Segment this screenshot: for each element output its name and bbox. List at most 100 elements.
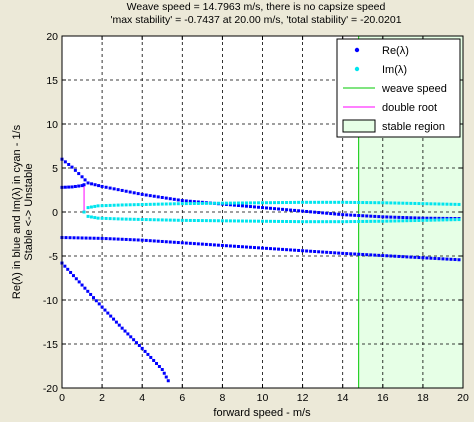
re-lambda-point	[256, 246, 260, 250]
re-lambda-point	[83, 286, 87, 290]
re-lambda-point	[429, 256, 433, 260]
x-tick-label: 16	[377, 392, 389, 404]
re-lambda-point	[114, 320, 118, 324]
re-lambda-point	[373, 214, 377, 218]
im-lambda-point	[305, 200, 309, 204]
x-tick-label: 18	[417, 392, 429, 404]
re-lambda-point	[124, 237, 128, 241]
im-lambda-point	[156, 202, 160, 206]
re-lambda-point	[164, 375, 168, 379]
im-lambda-point	[385, 201, 389, 205]
im-lambda-point	[188, 218, 192, 222]
im-lambda-point	[256, 201, 260, 205]
im-lambda-point	[417, 202, 421, 206]
re-lambda-point	[97, 184, 101, 188]
re-lambda-point	[305, 249, 309, 253]
re-lambda-point	[124, 189, 128, 193]
im-lambda-point	[353, 200, 357, 204]
im-lambda-point	[232, 219, 236, 223]
re-lambda-point	[285, 208, 289, 212]
y-tick-label: -15	[43, 339, 58, 351]
re-lambda-point	[69, 270, 73, 274]
im-lambda-point	[437, 218, 441, 222]
im-lambda-point	[309, 200, 313, 204]
im-lambda-point	[441, 202, 445, 206]
re-lambda-point	[84, 236, 88, 240]
x-tick-label: 6	[179, 392, 185, 404]
im-lambda-point	[184, 218, 188, 222]
re-lambda-point	[265, 246, 269, 250]
im-lambda-point	[160, 202, 164, 206]
im-lambda-point	[381, 219, 385, 223]
x-axis-label: forward speed - m/s	[213, 407, 311, 419]
re-lambda-point	[97, 302, 101, 306]
y-axis-label-group: Re(λ) in blue and Im(λ) in cyan - 1/s St…	[11, 124, 35, 299]
im-lambda-point	[86, 214, 90, 218]
im-lambda-point	[216, 201, 220, 205]
re-lambda-point	[329, 251, 333, 255]
im-lambda-point	[236, 201, 240, 205]
re-lambda-point	[148, 239, 152, 243]
im-lambda-point	[244, 219, 248, 223]
re-lambda-point	[269, 206, 273, 210]
re-lambda-point	[313, 210, 317, 214]
re-lambda-point	[273, 247, 277, 251]
im-lambda-point	[337, 220, 341, 224]
im-lambda-point	[188, 202, 192, 206]
re-lambda-point	[164, 196, 168, 200]
im-lambda-point	[265, 201, 269, 205]
re-lambda-point	[437, 216, 441, 220]
re-lambda-point	[140, 238, 144, 242]
im-lambda-point	[136, 203, 140, 207]
re-lambda-point	[429, 216, 433, 220]
im-lambda-point	[397, 201, 401, 205]
im-lambda-point	[208, 201, 212, 205]
re-lambda-point	[220, 243, 224, 247]
im-lambda-point	[144, 202, 148, 206]
re-lambda-point	[132, 338, 136, 342]
x-tick-label: 10	[257, 392, 269, 404]
re-lambda-point	[265, 206, 269, 210]
re-lambda-point	[80, 184, 84, 188]
legend-marker	[354, 66, 360, 72]
im-lambda-point	[405, 201, 409, 205]
y-tick-label: 10	[46, 119, 58, 131]
re-lambda-point	[385, 215, 389, 219]
y-tick-label: 15	[46, 75, 58, 87]
im-lambda-point	[369, 201, 373, 205]
im-lambda-point	[285, 220, 289, 224]
im-lambda-point	[365, 219, 369, 223]
im-lambda-point	[313, 200, 317, 204]
re-lambda-point	[381, 215, 385, 219]
re-lambda-point	[433, 216, 437, 220]
re-lambda-point	[409, 255, 413, 259]
re-lambda-point	[357, 252, 361, 256]
im-lambda-point	[277, 219, 281, 223]
grid	[62, 36, 463, 388]
im-lambda-point	[349, 220, 353, 224]
re-lambda-point	[321, 250, 325, 254]
re-lambda-point	[289, 248, 293, 252]
im-lambda-point	[333, 200, 337, 204]
re-lambda-point	[168, 240, 172, 244]
im-lambda-point	[180, 218, 184, 222]
im-lambda-point	[393, 219, 397, 223]
im-lambda-point	[453, 218, 457, 222]
re-lambda-point	[123, 329, 127, 333]
x-tick-label: 12	[297, 392, 309, 404]
re-lambda-point	[232, 244, 236, 248]
re-lambda-point	[164, 240, 168, 244]
re-lambda-point	[457, 258, 461, 262]
re-lambda-point	[152, 194, 156, 198]
re-lambda-point	[157, 365, 161, 369]
im-lambda-point	[192, 218, 196, 222]
re-lambda-point	[166, 379, 170, 383]
re-lambda-point	[365, 253, 369, 257]
im-lambda-point	[341, 200, 345, 204]
im-lambda-point	[377, 219, 381, 223]
im-lambda-point	[224, 201, 228, 205]
re-lambda-point	[140, 346, 144, 350]
im-lambda-point	[445, 218, 449, 222]
im-lambda-point	[236, 219, 240, 223]
chart-title-line-1: Weave speed = 14.7963 m/s, there is no c…	[127, 1, 386, 13]
